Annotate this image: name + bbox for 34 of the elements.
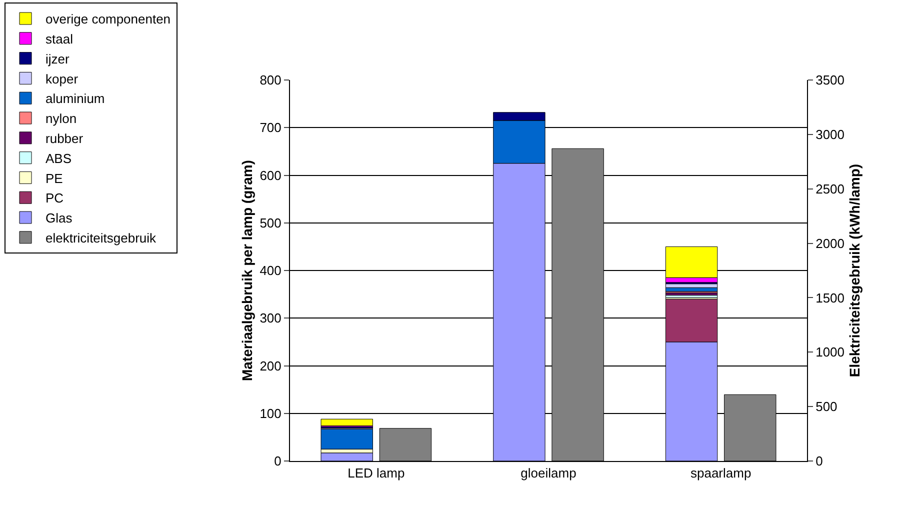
y2-tick-label: 2500 [816, 181, 845, 196]
legend-label: ABS [46, 150, 72, 166]
y-tick-label: 400 [260, 263, 282, 278]
y2-tick-label: 3500 [816, 72, 845, 88]
y2-tick-label: 3000 [816, 126, 845, 142]
y-tick-label: 300 [260, 310, 282, 326]
legend-label: elektriciteitsgebruik [46, 230, 157, 246]
y-tick-label: 800 [260, 72, 282, 88]
y-axis-title: Materiaalgebruik per lamp (gram) [239, 160, 255, 381]
legend-label: PC [46, 190, 64, 206]
y2-tick-label: 500 [816, 399, 838, 414]
x-tick-label: gloeilamp [520, 466, 576, 481]
y-tick-label: 100 [260, 406, 282, 421]
y-tick-label: 500 [260, 215, 282, 230]
x-tick-label: spaarlamp [690, 466, 752, 481]
y2-tick-label: 1000 [816, 344, 845, 360]
y2-tick-label: 2000 [816, 236, 845, 251]
legend-label: aluminium [46, 91, 105, 106]
x-tick-label: LED lamp [348, 466, 405, 481]
y-tick-label: 0 [274, 454, 282, 469]
y2-tick-label: 1500 [816, 290, 845, 306]
legend-label: koper [46, 71, 79, 86]
legend-label: ijzer [46, 51, 70, 66]
legend-label: Glas [46, 210, 73, 226]
y-tick-label: 700 [260, 120, 282, 136]
legend-label: staal [46, 31, 74, 46]
y-tick-label: 600 [260, 168, 282, 183]
y-tick-label: 200 [260, 358, 282, 374]
legend-label: PE [46, 170, 64, 186]
legend-label: nylon [46, 111, 77, 126]
legend-label: overige componenten [46, 12, 171, 27]
y2-tick-label: 0 [816, 454, 823, 469]
y2-axis-title: Elektriciteitsgebruik (kWh/lamp) [846, 164, 863, 378]
legend-label: rubber [46, 130, 84, 146]
